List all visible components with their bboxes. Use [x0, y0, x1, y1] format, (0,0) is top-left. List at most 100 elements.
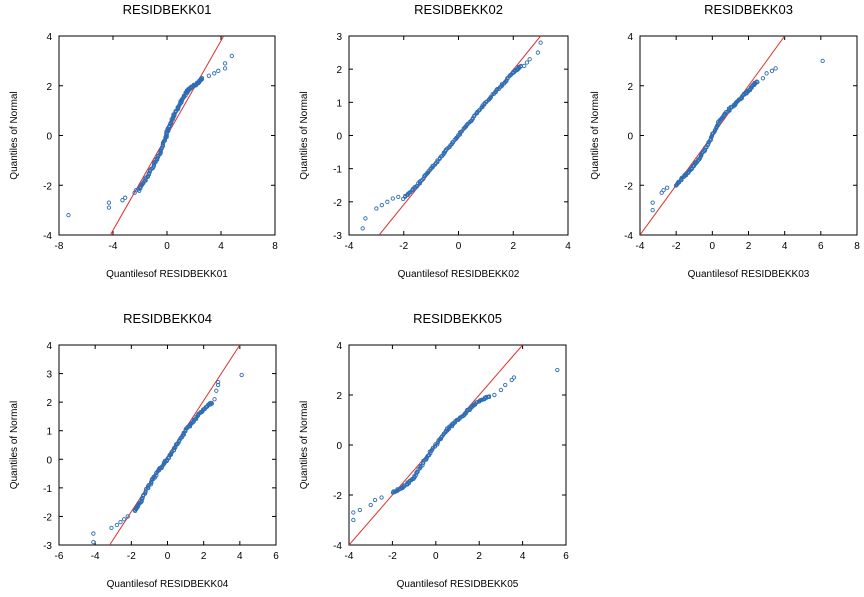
data-point — [212, 397, 217, 402]
x-axis-label: Quantilesof RESIDBEKK04 — [107, 579, 229, 590]
y-tick-label: -1 — [43, 484, 52, 495]
y-tick-label: 2 — [336, 391, 342, 402]
x-tick-label: -4 — [636, 241, 645, 252]
y-tick-label: -4 — [624, 231, 633, 242]
data-point — [91, 539, 96, 545]
data-point — [360, 226, 365, 231]
chart-title: RESIDBEKK03 — [704, 2, 793, 17]
data-point — [118, 519, 123, 525]
data-point — [664, 185, 670, 190]
y-tick-label: 2 — [46, 82, 52, 93]
y-tick-label: 3 — [336, 32, 342, 43]
data-point — [493, 90, 498, 95]
data-point — [91, 531, 96, 536]
data-point — [484, 394, 489, 399]
x-tick-label: 4 — [520, 551, 526, 562]
data-point — [214, 388, 219, 393]
chart-title: RESIDBEKK01 — [123, 2, 212, 17]
x-tick-label: 0 — [710, 241, 716, 252]
y-tick-label: 2 — [627, 82, 633, 93]
x-tick-label: -2 — [399, 241, 408, 252]
y-tick-label: 4 — [46, 341, 52, 352]
data-point — [215, 382, 221, 388]
x-tick-label: 4 — [218, 241, 224, 252]
x-tick-label: 0 — [165, 551, 171, 562]
data-point — [435, 442, 440, 447]
data-point — [114, 522, 120, 528]
data-point — [199, 77, 204, 82]
data-point — [66, 212, 71, 218]
y-tick-label: -3 — [333, 231, 342, 242]
chart-title: RESIDBEKK04 — [123, 311, 212, 326]
y-axis-label: Quantiles of Normal — [9, 401, 20, 489]
chart-title: RESIDBEKK05 — [413, 311, 502, 326]
data-point — [459, 129, 464, 134]
chart-title: RESIDBEKK02 — [414, 2, 503, 17]
x-tick-label: -2 — [388, 551, 397, 562]
qq-panel-4: -6 -4 -2 0 2 4 6 -3 -2 -1 0 1 2 3 4 RESIDBEKK04 Quantile… — [9, 311, 279, 590]
x-tick-label: -4 — [109, 241, 118, 252]
data-point — [476, 108, 481, 113]
data-point — [396, 194, 401, 200]
data-point — [152, 474, 157, 479]
y-tick-label: -2 — [333, 491, 342, 502]
data-point — [199, 75, 204, 80]
x-axis-label: Quantilesof RESIDBEKK03 — [688, 269, 810, 280]
data-point — [398, 486, 403, 491]
y-tick-label: 2 — [46, 398, 52, 409]
data-point — [524, 60, 530, 65]
data-point — [125, 514, 130, 519]
data-point — [372, 497, 378, 503]
x-tick-label: 6 — [563, 551, 569, 562]
data-point — [146, 483, 151, 488]
x-tick-label: 8 — [272, 241, 278, 252]
y-tick-label: 1 — [336, 98, 342, 109]
x-tick-label: 0 — [456, 241, 462, 252]
data-point — [351, 517, 356, 523]
x-axis-label: Quantilesof RESIDBEKK01 — [106, 269, 228, 280]
x-axis-label: Quantilesof RESIDBEKK05 — [397, 579, 519, 590]
y-tick-label: 4 — [627, 32, 633, 43]
y-tick-label: 2 — [336, 65, 342, 76]
y-tick-label: 0 — [627, 132, 633, 143]
x-tick-label: -4 — [345, 551, 354, 562]
y-tick-label: 0 — [46, 455, 52, 466]
data-point — [527, 57, 532, 62]
data-point — [435, 440, 440, 445]
data-point — [499, 82, 504, 87]
data-point — [764, 71, 769, 76]
x-tick-label: -4 — [345, 241, 354, 252]
y-tick-label: -4 — [333, 541, 342, 552]
data-point — [509, 377, 514, 383]
data-point — [650, 200, 655, 205]
data-point — [650, 207, 655, 213]
y-tick-label: 1 — [46, 427, 52, 438]
data-point — [760, 76, 766, 81]
x-tick-label: 4 — [782, 241, 788, 252]
x-tick-label: 4 — [237, 551, 243, 562]
data-point — [109, 525, 114, 531]
x-tick-label: 4 — [565, 241, 571, 252]
data-point — [769, 68, 775, 73]
qq-panel-2: -4 -2 0 2 4 -3 -2 -1 0 1 2 3 RESIDBEKK02 Quantilesof … — [299, 2, 571, 280]
data-point — [395, 488, 400, 494]
y-tick-label: 4 — [46, 32, 52, 43]
data-point — [166, 455, 171, 461]
data-point — [555, 367, 560, 373]
x-tick-label: 0 — [433, 551, 439, 562]
data-point — [522, 63, 527, 69]
x-tick-label: -2 — [127, 551, 136, 562]
data-point — [190, 420, 196, 425]
x-tick-label: 6 — [818, 241, 824, 252]
plot-frame — [348, 344, 567, 546]
data-point — [511, 375, 517, 380]
data-point — [239, 372, 244, 378]
y-tick-label: -1 — [333, 165, 342, 176]
y-axis-label: Quantiles of Normal — [9, 91, 20, 179]
data-point — [498, 387, 504, 393]
data-point — [495, 86, 500, 92]
data-point — [222, 61, 228, 66]
y-tick-label: 0 — [336, 441, 342, 452]
